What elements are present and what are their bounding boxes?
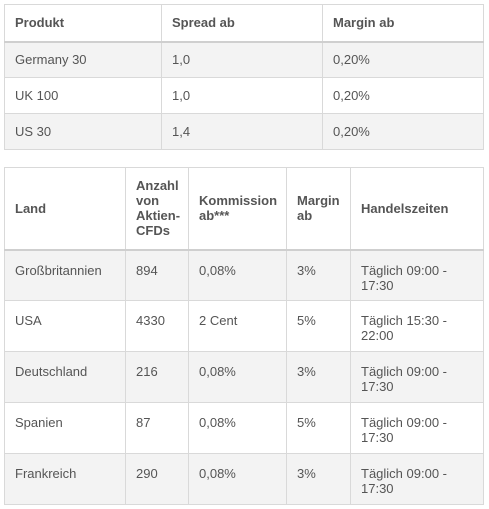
cell-land: Spanien xyxy=(4,402,126,454)
cell-produkt: Germany 30 xyxy=(4,41,162,78)
cell-handelszeiten: Täglich 09:00 - 17:30 xyxy=(350,453,484,505)
cell-anzahl: 87 xyxy=(125,402,189,454)
table-row: Frankreich 290 0,08% 3% Täglich 09:00 - … xyxy=(4,453,484,505)
table-header-row: Produkt Spread ab Margin ab xyxy=(4,4,484,43)
cell-margin: 5% xyxy=(286,402,351,454)
column-header-handelszeiten: Handelszeiten xyxy=(350,167,484,251)
column-header-land: Land xyxy=(4,167,126,251)
cell-kommission: 0,08% xyxy=(188,402,287,454)
cell-handelszeiten: Täglich 09:00 - 17:30 xyxy=(350,351,484,403)
column-header-spread: Spread ab xyxy=(161,4,323,43)
column-header-produkt: Produkt xyxy=(4,4,162,43)
cell-margin: 3% xyxy=(286,453,351,505)
cell-produkt: UK 100 xyxy=(4,77,162,114)
cell-margin: 5% xyxy=(286,300,351,352)
cell-anzahl: 290 xyxy=(125,453,189,505)
cell-margin: 0,20% xyxy=(322,77,484,114)
cell-handelszeiten: Täglich 09:00 - 17:30 xyxy=(350,402,484,454)
cell-anzahl: 4330 xyxy=(125,300,189,352)
country-cfd-table: Land Anzahl von Aktien-CFDs Kommission a… xyxy=(4,167,484,505)
cell-spread: 1,0 xyxy=(161,77,323,114)
cell-margin: 0,20% xyxy=(322,41,484,78)
cell-anzahl: 216 xyxy=(125,351,189,403)
cell-spread: 1,4 xyxy=(161,113,323,150)
cell-land: Deutschland xyxy=(4,351,126,403)
column-header-anzahl: Anzahl von Aktien-CFDs xyxy=(125,167,189,251)
cell-kommission: 0,08% xyxy=(188,249,287,301)
cell-kommission: 0,08% xyxy=(188,351,287,403)
cell-land: Frankreich xyxy=(4,453,126,505)
table-header-row: Land Anzahl von Aktien-CFDs Kommission a… xyxy=(4,167,484,251)
cell-kommission: 0,08% xyxy=(188,453,287,505)
cell-anzahl: 894 xyxy=(125,249,189,301)
table-row: Spanien 87 0,08% 5% Täglich 09:00 - 17:3… xyxy=(4,402,484,454)
column-header-kommission: Kommission ab*** xyxy=(188,167,287,251)
cell-handelszeiten: Täglich 09:00 - 17:30 xyxy=(350,249,484,301)
cell-spread: 1,0 xyxy=(161,41,323,78)
cell-land: Großbritannien xyxy=(4,249,126,301)
table-row: USA 4330 2 Cent 5% Täglich 15:30 - 22:00 xyxy=(4,300,484,352)
product-spread-table: Produkt Spread ab Margin ab Germany 30 1… xyxy=(4,4,484,150)
column-header-margin: Margin ab xyxy=(322,4,484,43)
cell-produkt: US 30 xyxy=(4,113,162,150)
cell-margin: 3% xyxy=(286,351,351,403)
cell-land: USA xyxy=(4,300,126,352)
table-row: Großbritannien 894 0,08% 3% Täglich 09:0… xyxy=(4,249,484,301)
column-header-margin: Margin ab xyxy=(286,167,351,251)
cell-margin: 3% xyxy=(286,249,351,301)
table-row: Deutschland 216 0,08% 3% Täglich 09:00 -… xyxy=(4,351,484,403)
cell-kommission: 2 Cent xyxy=(188,300,287,352)
cell-handelszeiten: Täglich 15:30 - 22:00 xyxy=(350,300,484,352)
table-row: US 30 1,4 0,20% xyxy=(4,113,484,150)
table-row: UK 100 1,0 0,20% xyxy=(4,77,484,114)
cell-margin: 0,20% xyxy=(322,113,484,150)
table-row: Germany 30 1,0 0,20% xyxy=(4,41,484,78)
